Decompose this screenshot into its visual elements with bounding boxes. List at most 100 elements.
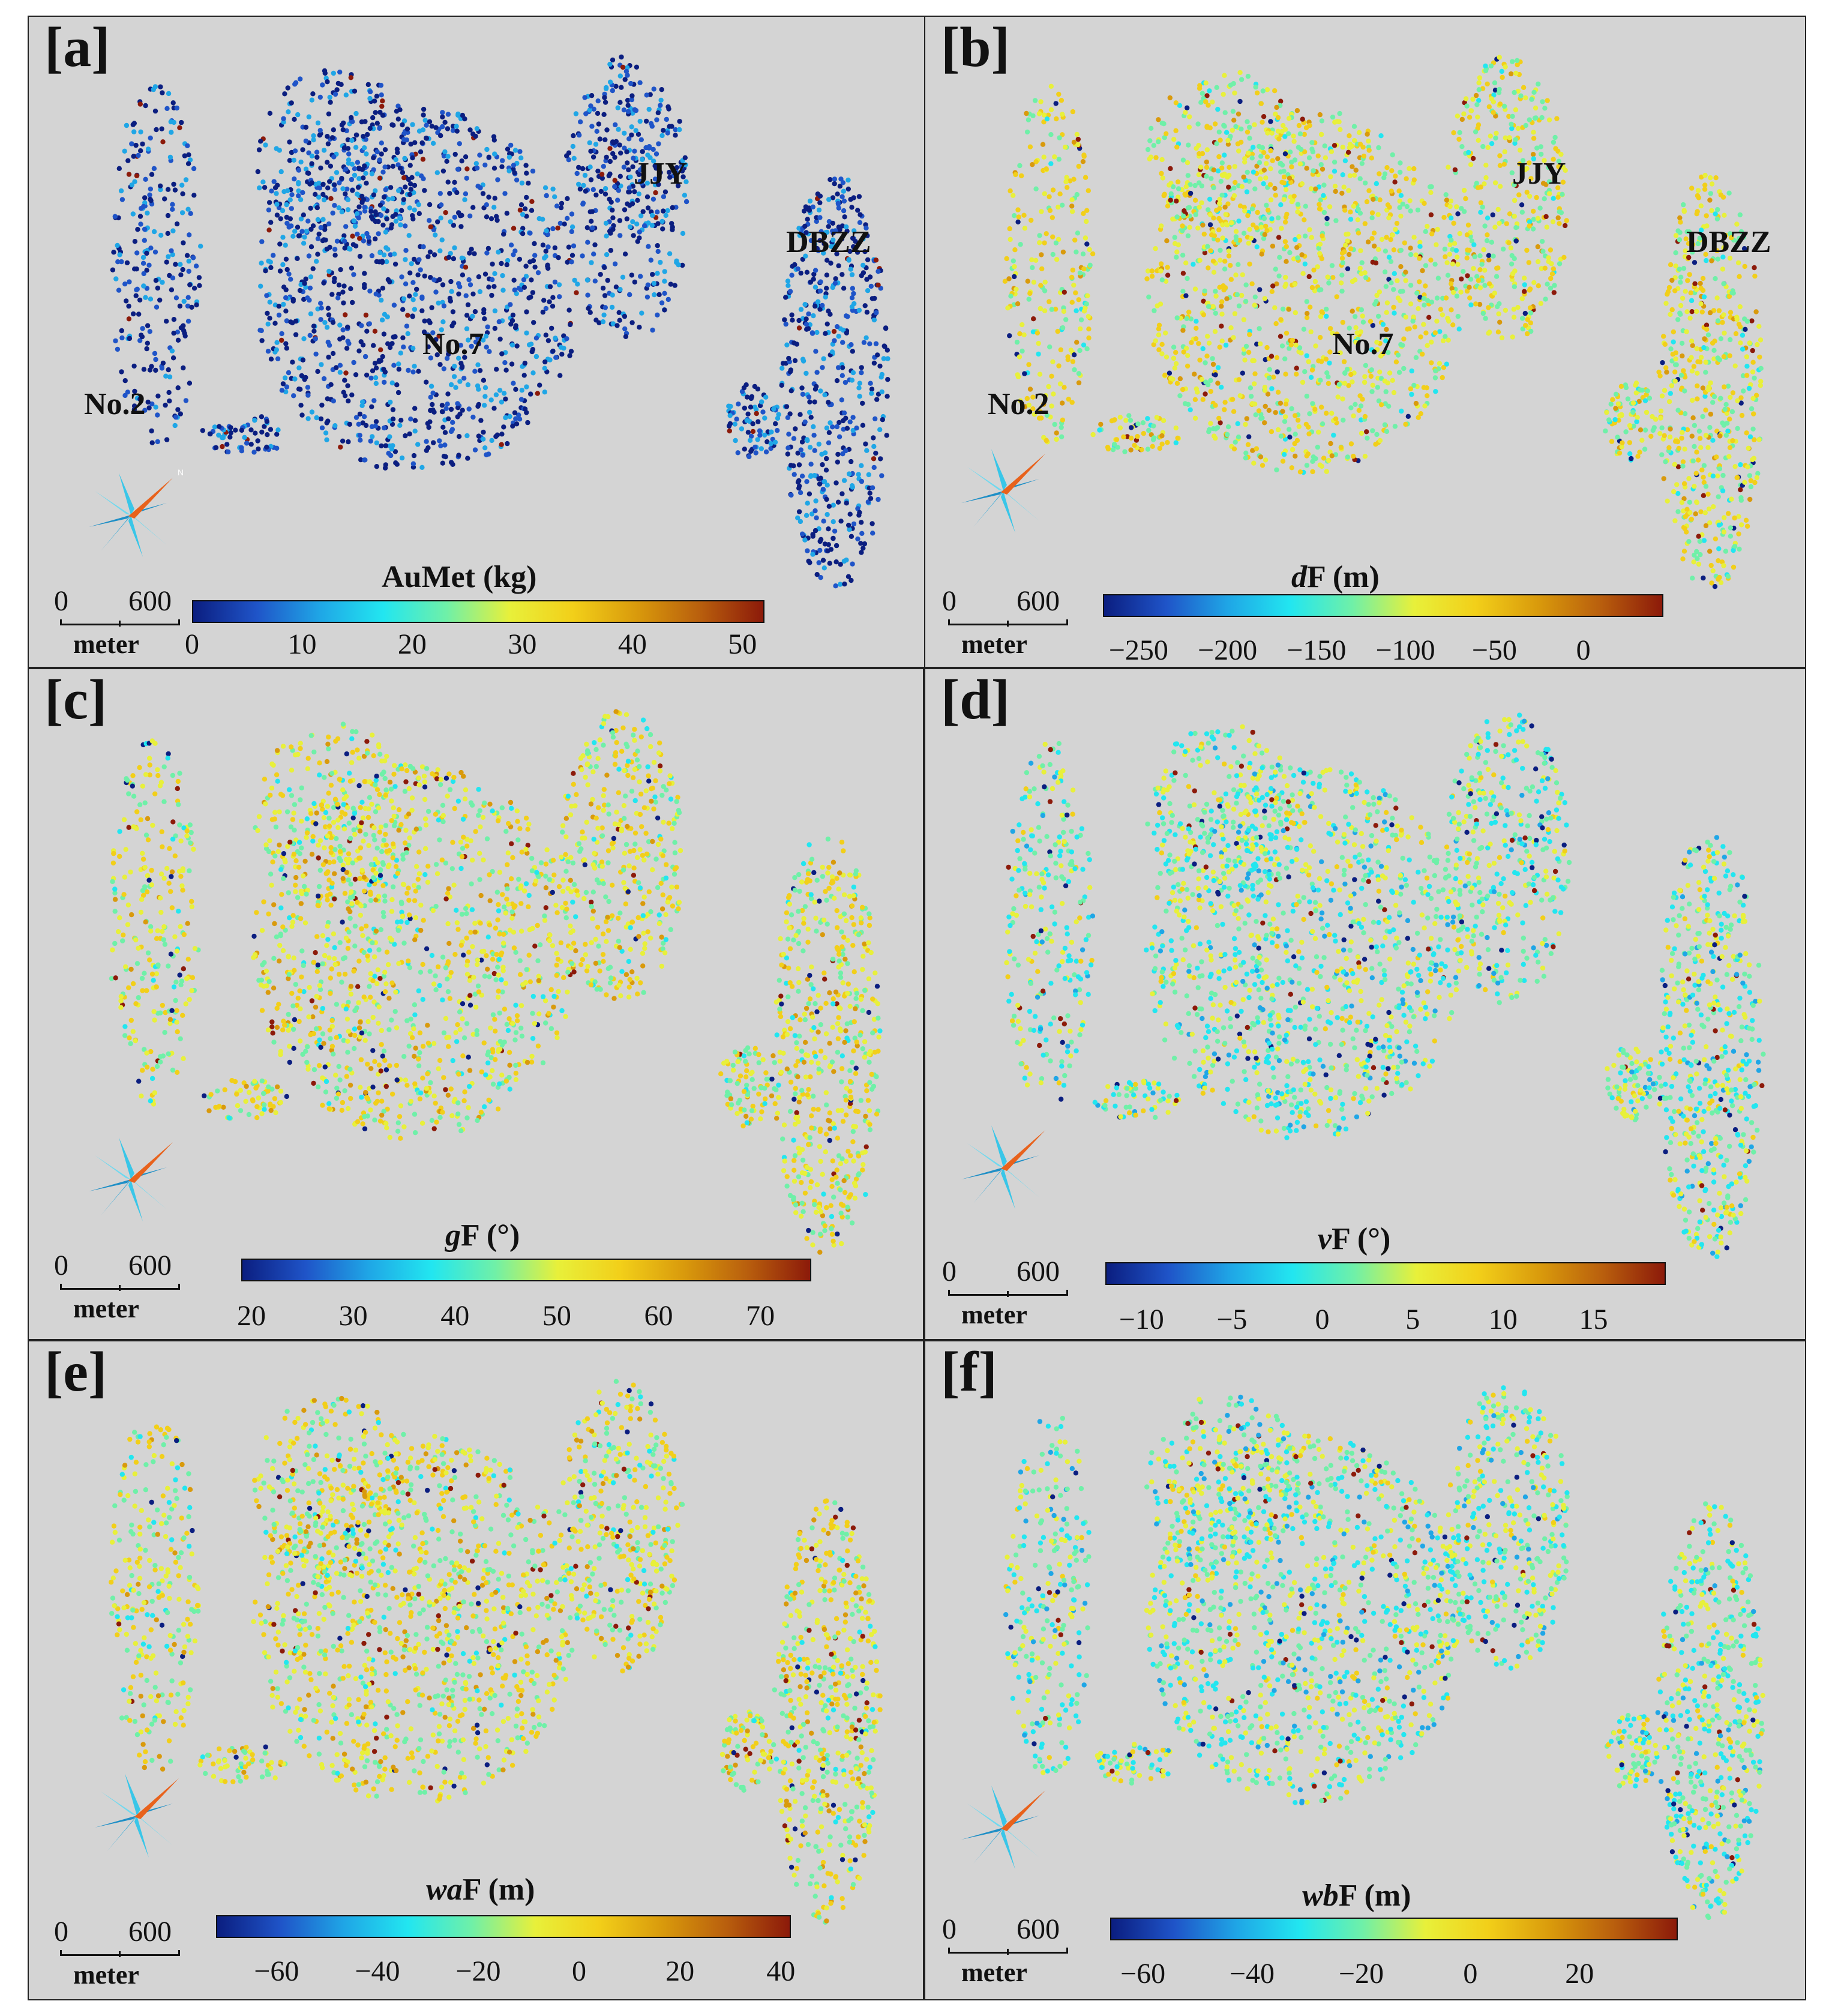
map-area (109, 709, 883, 1255)
scale-end: 600 (128, 1916, 172, 1948)
place-label-no2: No.2 (84, 387, 146, 421)
colorbar-title: waF (m) (426, 1874, 535, 1906)
place-label-jjy: JJY (634, 157, 688, 191)
panel-e: [e] 0 600 meter waF (m) −60 −40 −20 0 20 40 (28, 1340, 924, 2000)
place-label-no7: No.7 (1332, 327, 1394, 361)
scale-bar: 0 600 meter (52, 587, 196, 659)
scale-unit: meter (73, 1960, 139, 1990)
scale-end: 600 (1017, 1913, 1060, 1945)
panel-d: [d] 0 600 meter vF (°) −10 −5 0 5 10 15 (924, 668, 1806, 1340)
place-label-no7: No.7 (422, 327, 484, 361)
place-label-jjy: JJY (1512, 157, 1566, 191)
scale-unit: meter (961, 1300, 1027, 1329)
colorbar-tick-label: 30 (338, 1300, 368, 1332)
panel-label: [f] (941, 1341, 997, 1403)
panel-b: [b] No.2 No.7 JJY DBZZ 0 600 meter dF (m… (924, 16, 1806, 668)
colorbar-title-prefix: g (445, 1218, 461, 1253)
colorbar-title: AuMet (kg) (382, 562, 537, 593)
colorbar-tick-label: 5 (1405, 1304, 1420, 1335)
scale-bar: 0 600 meter (52, 1918, 196, 1990)
map-area (1004, 712, 1766, 1259)
panel-c: [c] 0 600 meter gF (°) 20 30 40 50 60 70 (28, 668, 924, 1340)
colorbar (1105, 1262, 1666, 1285)
panel-label: [b] (941, 16, 1010, 79)
colorbar-title: vF (°) (1318, 1224, 1390, 1255)
colorbar-tick-label: −40 (355, 1955, 400, 1987)
colorbar-tick-label: −200 (1198, 634, 1258, 666)
colorbar-tick-label: 50 (542, 1300, 571, 1332)
scale-end: 600 (128, 585, 172, 617)
colorbar-tick-label: 0 (185, 628, 199, 660)
north-arrow-icon (89, 1137, 173, 1221)
colorbar (216, 1915, 791, 1938)
colorbar-tick-label: 20 (665, 1955, 695, 1987)
colorbar-title-prefix: wa (426, 1873, 463, 1907)
colorbar-tick-label: 20 (1565, 1958, 1594, 1990)
colorbar-tick-label: 10 (287, 628, 317, 660)
scale-start: 0 (54, 585, 68, 617)
colorbar-tick-label: 40 (617, 628, 647, 660)
scale-end: 600 (1017, 585, 1060, 617)
panel-label: [d] (941, 669, 1010, 731)
colorbar-title: gF (°) (445, 1220, 520, 1251)
colorbar-title: wbF (m) (1302, 1880, 1411, 1912)
colorbar-title-main: F (°) (461, 1218, 520, 1253)
scale-bar: 0 600 meter (940, 1257, 1084, 1329)
panel-f: [f] 0 600 meter wbF (m) −60 −40 −20 0 20 (924, 1340, 1806, 2000)
scale-bar: 0 600 meter (940, 1915, 1084, 1987)
scale-unit: meter (73, 630, 139, 659)
colorbar-title-prefix: d (1291, 560, 1307, 594)
colorbar (241, 1259, 811, 1281)
colorbar-title-main: AuMet (kg) (382, 560, 537, 594)
colorbar-title: dF (m) (1291, 562, 1380, 593)
north-arrow-icon (961, 449, 1045, 533)
colorbar-tick-label: −20 (1338, 1958, 1384, 1990)
colorbar-title-main: F (m) (1307, 560, 1380, 594)
map-area (110, 54, 890, 589)
place-label-dbzz: DBZZ (786, 225, 871, 259)
scale-start: 0 (942, 1913, 957, 1945)
colorbar-tick-label: −60 (254, 1955, 299, 1987)
colorbar-tick-label: 20 (236, 1300, 266, 1332)
svg-text:N: N (178, 468, 184, 477)
scale-end: 600 (1017, 1256, 1060, 1287)
panel-label: [c] (44, 669, 107, 731)
colorbar-tick-label: 10 (1488, 1304, 1518, 1335)
panel-label: [e] (44, 1341, 107, 1403)
colorbar-tick-label: 60 (644, 1300, 673, 1332)
colorbar-tick-label: −50 (1471, 634, 1517, 666)
north-arrow-icon (961, 1786, 1045, 1870)
colorbar-tick-label: −250 (1108, 634, 1168, 666)
colorbar-tick-label: 40 (440, 1300, 470, 1332)
colorbar-tick-label: 0 (572, 1955, 587, 1987)
colorbar-tick-label: 15 (1579, 1304, 1608, 1335)
colorbar-tick-label: −20 (455, 1955, 501, 1987)
place-label-no2: No.2 (988, 387, 1050, 421)
north-arrow-icon: N (89, 468, 184, 557)
colorbar (1110, 1918, 1678, 1940)
scale-start: 0 (54, 1916, 68, 1948)
colorbar-title-prefix: v (1318, 1222, 1332, 1256)
colorbar-tick-label: 20 (397, 628, 427, 660)
place-label-dbzz: DBZZ (1686, 225, 1771, 259)
colorbar-tick-label: 0 (1463, 1958, 1478, 1990)
colorbar-tick-label: −60 (1120, 1958, 1166, 1990)
colorbar-tick-label: 50 (728, 628, 757, 660)
scale-start: 0 (942, 1256, 957, 1287)
north-arrow-icon (95, 1774, 179, 1858)
colorbar-tick-label: −150 (1287, 634, 1347, 666)
scale-bar: 0 600 meter (52, 1251, 196, 1323)
colorbar-tick-label: 40 (766, 1955, 796, 1987)
colorbar-title-main: F (m) (1338, 1879, 1411, 1913)
map-area (1003, 1385, 1765, 1921)
scale-unit: meter (73, 1294, 139, 1323)
panel-label: [a] (44, 16, 110, 79)
map-area (109, 1379, 883, 1925)
colorbar-title-main: F (°) (1332, 1222, 1391, 1256)
scale-bar: 0 600 meter (940, 587, 1084, 659)
colorbar-title-main: F (m) (462, 1873, 535, 1907)
scale-end: 600 (128, 1250, 172, 1281)
scale-unit: meter (961, 1958, 1027, 1987)
scale-unit: meter (961, 630, 1027, 659)
colorbar-tick-label: −5 (1216, 1304, 1248, 1335)
